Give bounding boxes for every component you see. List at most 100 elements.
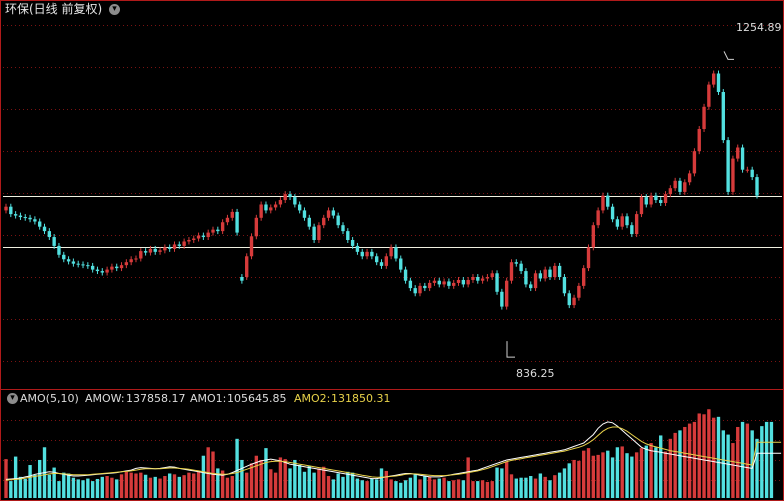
amow-bar (634, 452, 639, 498)
price-markers (506, 51, 734, 358)
amow-bar (86, 478, 90, 498)
candle-body (119, 265, 124, 269)
candle-body (52, 237, 56, 246)
candle-body (297, 204, 302, 211)
candle-body (375, 256, 379, 263)
candle-body (302, 210, 307, 218)
amow-bar (755, 438, 759, 498)
candle-body (307, 217, 311, 227)
amow-bar (33, 474, 37, 498)
candle-body (500, 291, 504, 307)
amow-bar (745, 423, 750, 498)
amow-bar (259, 459, 263, 498)
candle-body (625, 216, 629, 226)
candle-body (216, 229, 220, 232)
candle-body (634, 214, 639, 235)
candle-body (601, 195, 605, 211)
amow-bar (283, 459, 287, 498)
amow-bar (71, 477, 76, 498)
chart-title: 环保(日线 前复权) (5, 2, 103, 16)
candle-body (326, 210, 331, 218)
amow-bar (582, 450, 586, 498)
amo-lines (5, 421, 782, 481)
amow-bar (572, 459, 576, 498)
candle-body (466, 279, 470, 285)
amow-bar (302, 471, 307, 498)
amow-bar (495, 467, 499, 498)
amow-bar (278, 457, 283, 498)
candle-body (206, 232, 210, 238)
amow-bar (297, 465, 302, 498)
candle-body (129, 259, 133, 263)
amow-bar (124, 471, 129, 498)
amow-bar (716, 416, 721, 498)
candle-body (736, 147, 740, 159)
candle-body (495, 273, 499, 292)
amow-bar (375, 479, 379, 498)
candle-body (750, 169, 754, 178)
amow-bar (423, 476, 427, 498)
amow-bar (519, 477, 523, 498)
candle-body (553, 265, 557, 277)
amow-bar (620, 446, 624, 498)
candle-body (519, 263, 523, 272)
amow-bar (678, 430, 682, 498)
amow-bar (663, 451, 668, 498)
candle-body (663, 194, 668, 203)
candle-body (269, 207, 273, 211)
candle-body (399, 258, 403, 270)
amow-value: 137858.17 (126, 392, 186, 405)
chevron-down-icon[interactable]: ▾ (7, 393, 18, 404)
amow-bar (562, 468, 567, 498)
candle-body (47, 231, 52, 238)
candle-body (529, 284, 533, 289)
amow-bar (437, 478, 441, 498)
candle-body (557, 265, 562, 277)
amow-bar (115, 479, 119, 498)
amow-bar (740, 421, 745, 498)
candle-body (745, 169, 750, 171)
candle-body (423, 285, 427, 289)
amow-bar (129, 472, 133, 498)
amow-bar (370, 478, 374, 498)
candle-body (707, 84, 711, 107)
candle-body (572, 297, 576, 306)
amow-bar (466, 457, 470, 498)
amow-bar (28, 465, 32, 498)
candle-body (379, 262, 384, 266)
max-price-label: 1254.89 (736, 21, 782, 34)
candle-body (586, 247, 591, 269)
amow-bar (167, 473, 172, 498)
amow-bar (230, 476, 234, 498)
amow-bar (480, 480, 485, 498)
candle-body (697, 129, 701, 152)
amow-bar (731, 443, 735, 498)
amow-bar (254, 455, 259, 498)
amo1-label: AMO1: (190, 392, 227, 405)
amow-bar (500, 468, 504, 498)
candle-body (654, 195, 658, 201)
amow-bar (673, 432, 677, 498)
candle-body (167, 247, 172, 249)
amow-bar (326, 476, 331, 498)
candle-body (346, 231, 350, 240)
chevron-down-icon[interactable]: ▾ (109, 4, 120, 15)
candlestick-series (4, 70, 759, 310)
amow-bar (105, 476, 109, 498)
amow-bar (23, 478, 27, 498)
amow-bar (220, 470, 225, 498)
amow-bar (639, 448, 644, 498)
candle-body (249, 236, 254, 257)
amow-bar (413, 474, 417, 498)
candle-body (678, 180, 682, 192)
candle-body (139, 251, 143, 259)
amow-bar (317, 468, 321, 498)
amow-bar (47, 474, 52, 498)
candle-body (182, 241, 186, 246)
amow-bar (153, 476, 157, 498)
candle-body (57, 245, 61, 255)
candle-body (413, 288, 417, 294)
amow-bar (62, 472, 66, 498)
candle-body (514, 262, 518, 264)
candle-body (716, 73, 721, 92)
